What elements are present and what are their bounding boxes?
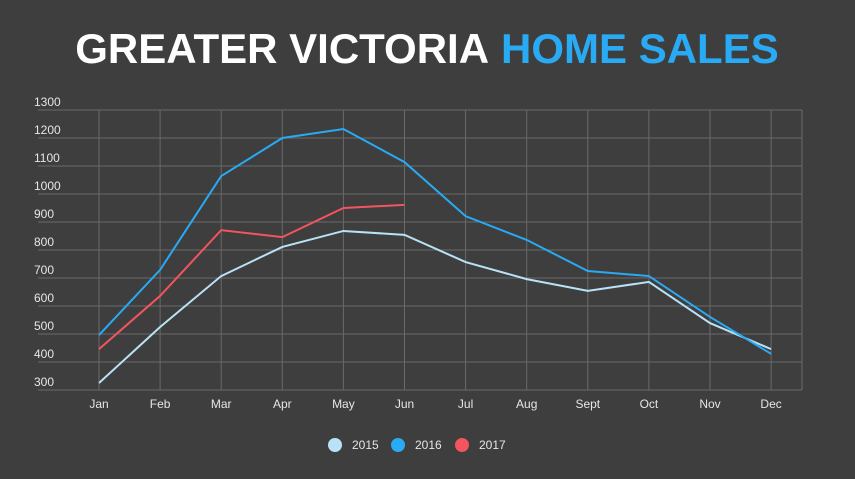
x-tick-label: Sept [575,397,600,411]
legend-label: 2016 [415,438,442,452]
y-tick-label: 1100 [34,151,60,165]
series-line [98,203,405,350]
x-tick-label: Feb [150,397,171,411]
title-highlight: HOME SALES [501,25,779,72]
series-line [98,229,772,384]
x-tick-label: May [332,397,355,411]
legend-marker [391,438,405,452]
x-tick-label: Jul [458,397,473,411]
y-tick-label: 800 [34,235,54,249]
x-tick-label: Apr [273,397,292,411]
y-tick-label: 600 [34,291,54,305]
legend-marker [328,438,342,452]
y-tick-label: 400 [34,347,54,361]
x-tick-label: Nov [699,397,720,411]
x-tick-label: Jan [89,397,108,411]
x-tick-label: Oct [640,397,659,411]
y-tick-label: 900 [34,207,54,221]
y-tick-label: 700 [34,263,54,277]
y-tick-label: 1300 [34,95,61,109]
series-line [98,128,772,355]
chart-title: GREATER VICTORIA HOME SALES [75,25,779,72]
x-tick-label: Dec [760,397,781,411]
x-tick-label: Aug [516,397,537,411]
x-tick-label: Jun [395,397,414,411]
title-main: GREATER VICTORIA [75,25,489,72]
legend-label: 2015 [352,438,379,452]
legend-marker [455,438,469,452]
y-tick-label: 300 [34,375,54,389]
legend-label: 2017 [479,438,506,452]
y-tick-label: 1200 [34,123,61,137]
y-tick-label: 1000 [34,179,61,193]
y-tick-label: 500 [34,319,54,333]
x-tick-label: Mar [211,397,232,411]
